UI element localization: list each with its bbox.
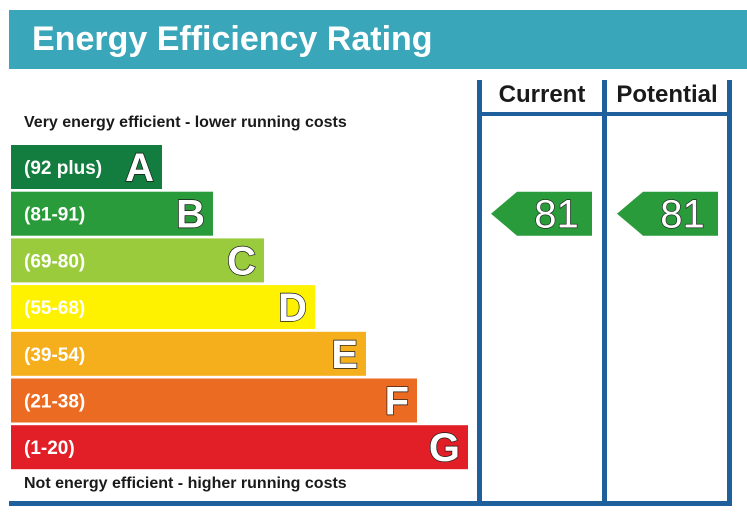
band-letter-a: A: [125, 146, 154, 190]
band-letter-f: F: [385, 380, 409, 424]
band-range-g: (1-20): [24, 438, 75, 459]
band-letter-c: C: [227, 239, 256, 283]
band-bar-d: [11, 285, 315, 330]
band-letter-e: E: [331, 333, 358, 377]
potential-rating-arrow: [617, 191, 718, 236]
column-header-potential: Potential: [616, 81, 718, 108]
band-bar-g: [11, 425, 468, 470]
band-bar-b: [11, 191, 213, 236]
band-range-f: (21-38): [24, 392, 85, 413]
divider-right: [727, 80, 732, 505]
band-range-b: (81-91): [24, 205, 85, 226]
title-bar: Energy Efficiency Rating: [9, 10, 747, 69]
caption-bottom: Not energy efficient - higher running co…: [24, 475, 347, 492]
header-underline: [477, 112, 732, 116]
column-header-current: Current: [498, 81, 586, 108]
band-letter-b: B: [176, 193, 205, 237]
current-rating-value: 81: [534, 193, 579, 237]
current-rating-arrow: [491, 191, 592, 236]
band-bar-e: [11, 331, 366, 376]
band-letter-d: D: [278, 286, 307, 330]
divider-middle: [602, 80, 607, 505]
caption-top: Very energy efficient - lower running co…: [24, 114, 347, 131]
bottom-border: [9, 501, 732, 506]
chart-title: Energy Efficiency Rating: [32, 20, 433, 58]
divider-left: [477, 80, 482, 505]
band-bar-a: [11, 145, 162, 189]
band-range-e: (39-54): [24, 345, 85, 366]
band-range-a: (92 plus): [24, 158, 102, 179]
band-bar-c: [11, 238, 264, 283]
band-range-d: (55-68): [24, 298, 85, 319]
band-bar-f: [11, 378, 417, 423]
potential-rating-value: 81: [660, 193, 705, 237]
band-range-c: (69-80): [24, 251, 85, 272]
band-letter-g: G: [429, 426, 460, 470]
